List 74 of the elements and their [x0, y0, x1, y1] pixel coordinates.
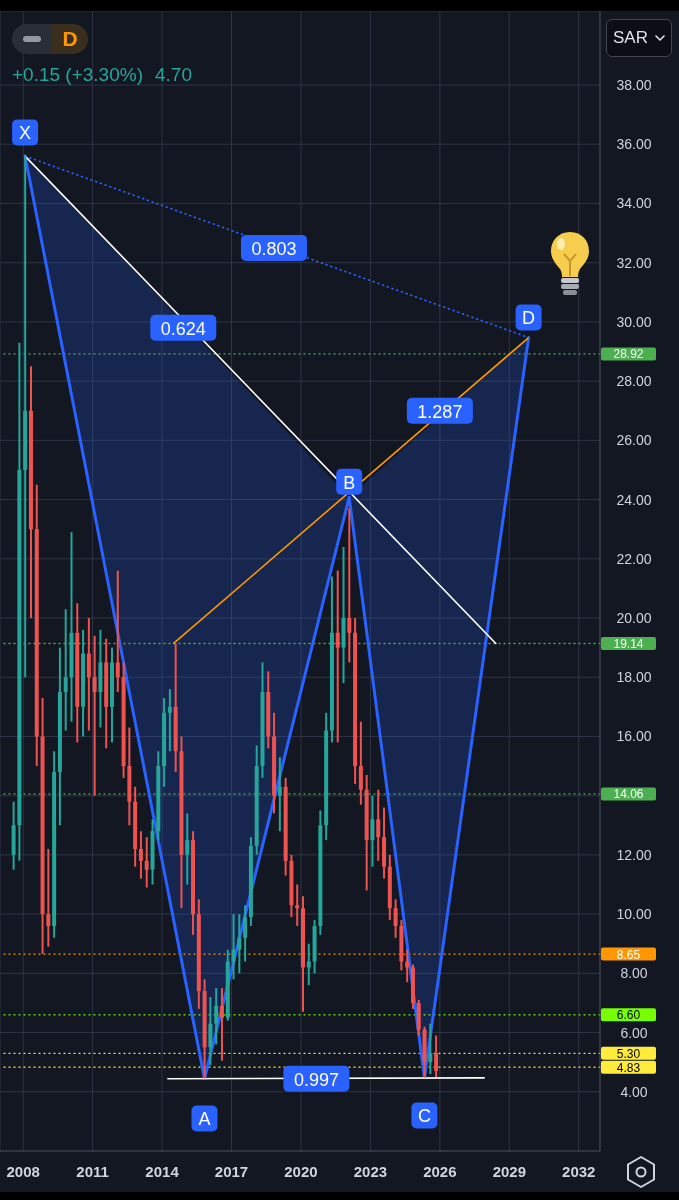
annotation: C	[417, 1106, 431, 1127]
y-tick-label: 22.00	[616, 550, 652, 567]
candlestick	[208, 996, 213, 1067]
candlestick	[376, 788, 381, 862]
candlestick	[405, 948, 410, 984]
y-tick-label: 26.00	[616, 432, 652, 449]
y-tick-label: 36.00	[616, 136, 652, 153]
y-tick-label: 28.00	[616, 373, 652, 390]
candlestick	[358, 720, 363, 806]
candlestick	[138, 830, 143, 880]
y-tick-label: 38.00	[616, 77, 652, 94]
annotation: D	[522, 308, 536, 329]
text: SAR	[613, 28, 648, 48]
x-tick-label: 2020	[284, 1163, 318, 1180]
candlestick	[306, 942, 311, 987]
candlestick	[243, 904, 248, 963]
candlestick	[428, 1022, 433, 1076]
ref-line-label: 6.60	[616, 1008, 641, 1023]
y-tick-label: 10.00	[616, 906, 652, 923]
candlestick	[23, 155, 28, 679]
annotation: X	[19, 123, 32, 144]
annotation: B	[343, 472, 356, 493]
ref-line-label: 28.92	[613, 347, 644, 362]
y-tick-label: 24.00	[616, 491, 652, 508]
annotation: 0.803	[251, 238, 297, 259]
candlestick	[277, 756, 282, 833]
candlestick	[144, 836, 149, 889]
y-tick-label: 18.00	[616, 669, 652, 686]
annotation: 0.624	[160, 318, 206, 339]
ref-line-label: 4.83	[616, 1060, 641, 1075]
y-tick-label: 4.00	[620, 1083, 648, 1100]
candlestick	[92, 634, 97, 797]
x-tick-label: 2032	[562, 1163, 596, 1180]
ref-line-label: 19.14	[613, 636, 644, 651]
annotation: A	[198, 1109, 211, 1130]
y-tick-label: 12.00	[616, 846, 652, 863]
ref-line-label: 14.06	[613, 787, 644, 802]
annotation: D	[62, 27, 78, 51]
candlestick	[167, 688, 172, 753]
x-tick-label: 2008	[6, 1163, 40, 1180]
y-tick-label: 34.00	[616, 195, 652, 212]
candlestick	[86, 617, 91, 732]
x-tick-label: 2011	[76, 1163, 109, 1180]
y-tick-label: 30.00	[616, 313, 652, 330]
candlestick	[347, 507, 352, 664]
y-tick-label: 6.00	[620, 1024, 648, 1041]
x-tick-label: 2023	[353, 1163, 388, 1180]
ref-line-label: 8.65	[616, 947, 641, 962]
candlestick	[434, 1034, 439, 1078]
candlestick	[214, 987, 219, 1046]
x-tick-label: 2014	[145, 1163, 180, 1180]
x-tick-label: 2029	[492, 1163, 527, 1180]
annotation: 1.287	[417, 401, 463, 422]
candlestick	[63, 608, 68, 732]
x-tick-label: 2017	[214, 1163, 249, 1180]
y-tick-label: 32.00	[616, 254, 652, 271]
annotation: +0.15 (+3.30%)	[12, 63, 143, 87]
candlestick	[185, 812, 190, 886]
y-tick-label: 8.00	[620, 965, 648, 982]
candlestick	[295, 883, 300, 927]
candlestick	[393, 898, 398, 939]
candlestick	[335, 569, 340, 744]
candlestick	[115, 569, 120, 694]
candlestick	[370, 794, 375, 868]
x-tick-label: 2026	[423, 1163, 457, 1180]
ref-line-label: 5.30	[616, 1046, 641, 1061]
candlestick	[231, 913, 236, 981]
annotation: 4.70	[154, 63, 192, 87]
annotation: 0.997	[293, 1069, 339, 1090]
y-tick-label: 16.00	[616, 728, 652, 745]
candlestick	[46, 847, 51, 948]
y-tick-label: 20.00	[616, 610, 652, 627]
candlestick	[237, 913, 242, 975]
candlestick	[219, 987, 224, 1062]
